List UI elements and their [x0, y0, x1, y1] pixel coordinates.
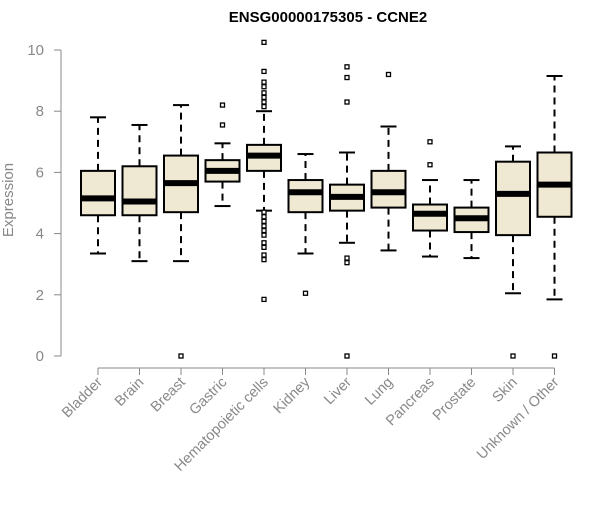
outlier-point: [427, 139, 433, 145]
y-axis: 0 2 4 6 8 10: [27, 42, 62, 365]
outlier-point: [261, 244, 267, 251]
x-tick-label: Skin: [490, 375, 521, 406]
outlier-point: [344, 260, 350, 266]
outlier-point: [551, 353, 558, 359]
outlier-point: [344, 255, 350, 261]
box-skin: [495, 145, 531, 359]
y-tick-label: 4: [36, 226, 44, 243]
outlier-point: [261, 39, 267, 45]
outlier-point: [261, 103, 267, 110]
outlier-point: [219, 102, 226, 108]
x-tick-label: Lung: [362, 375, 396, 409]
box-iqr: [80, 169, 116, 217]
box-iqr: [412, 203, 448, 232]
outlier-point: [178, 353, 184, 359]
outlier-point: [261, 252, 267, 258]
outlier-point: [344, 74, 350, 81]
y-tick-label: 8: [36, 103, 44, 120]
box-bladder: [80, 116, 116, 255]
outlier-point: [344, 64, 350, 70]
outlier-point: [261, 232, 267, 238]
y-tick-label: 6: [36, 164, 44, 181]
x-tick-label: Brain: [112, 375, 147, 410]
y-tick-label: 10: [27, 42, 44, 59]
box-iqr: [370, 169, 407, 209]
outlier-point: [261, 240, 267, 246]
box-liver: [329, 64, 365, 359]
x-tick-label: Kidney: [271, 374, 314, 417]
outlier-point: [344, 353, 350, 359]
boxes: [80, 39, 573, 359]
outlier-point: [261, 94, 267, 101]
x-tick-label: Breast: [148, 375, 189, 416]
outlier-point: [261, 68, 267, 75]
outlier-point: [261, 90, 267, 96]
y-tick-label: 0: [36, 348, 44, 365]
box-prostate: [453, 179, 490, 260]
y-axis-title: Expression: [0, 163, 17, 237]
outlier-point: [344, 99, 350, 105]
outlier-point: [261, 218, 267, 225]
box-gastric: [204, 102, 241, 208]
box-hematopoietic-cells: [246, 39, 282, 303]
outlier-point: [261, 209, 267, 215]
chart-title: ENSG00000175305 - CCNE2: [229, 9, 427, 26]
outlier-point: [261, 256, 267, 263]
outlier-point: [261, 227, 267, 234]
x-tick-label: Prostate: [430, 375, 479, 424]
outlier-point: [261, 296, 267, 303]
box-iqr: [287, 179, 324, 214]
box-pancreas: [412, 139, 448, 258]
outlier-point: [219, 122, 226, 128]
box-brain: [121, 123, 158, 263]
box-unknown-other: [536, 75, 573, 359]
outlier-point: [261, 84, 267, 90]
outlier-point: [302, 290, 309, 296]
outlier-point: [385, 71, 392, 78]
outlier-point: [261, 79, 267, 85]
box-breast: [163, 104, 199, 359]
box-lung: [370, 71, 407, 252]
y-tick-label: 2: [36, 287, 44, 304]
box-iqr: [121, 165, 158, 217]
outlier-point: [261, 223, 267, 229]
outlier-point: [427, 162, 433, 168]
x-tick-label: Liver: [321, 374, 355, 408]
outlier-point: [261, 214, 267, 220]
box-kidney: [287, 153, 324, 296]
x-tick-label: Bladder: [59, 374, 106, 421]
outlier-point: [510, 353, 516, 359]
box-iqr: [495, 160, 531, 237]
outlier-point: [261, 99, 267, 105]
